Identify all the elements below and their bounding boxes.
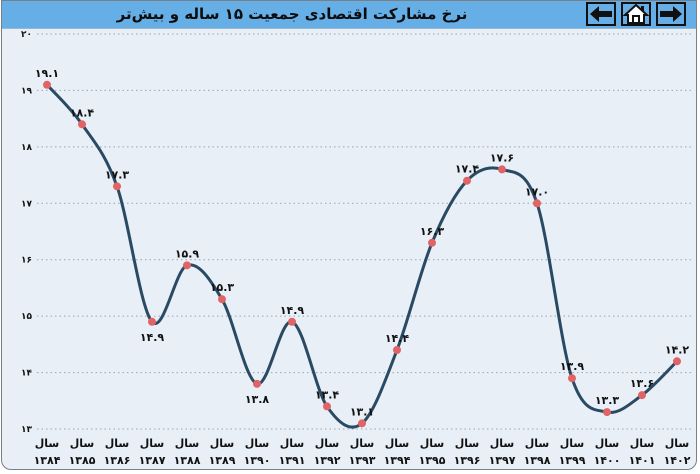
data-point-label: ۱۷.۶ [490, 151, 514, 164]
y-tick-label: ۲۰ [21, 30, 32, 40]
x-tick-label-year: ۱۳۹۳ [349, 454, 376, 467]
x-tick-label-word: سال [70, 437, 95, 450]
data-point-marker [673, 357, 681, 366]
x-tick-label-year: ۱۳۹۰ [244, 454, 271, 467]
data-point-label: ۱۷.۳ [105, 168, 130, 181]
x-tick-label-word: سال [630, 437, 655, 450]
data-point-marker [393, 346, 401, 354]
x-tick-label-year: ۱۴۰۱ [629, 454, 656, 467]
data-point-label: ۱۴.۴ [385, 332, 410, 345]
x-tick-label-word: سال [525, 437, 550, 450]
data-point-marker [603, 408, 611, 417]
data-point-label: ۱۴.۹ [280, 304, 305, 317]
chart-title: نرخ مشارکت اقتصادی جمعیت ۱۵ ساله و بیش‌ت… [116, 5, 468, 23]
x-tick-label-year: ۱۳۹۵ [419, 454, 446, 467]
data-point-marker [568, 374, 576, 383]
data-point-marker [218, 295, 226, 304]
x-tick-label-year: ۱۳۸۶ [104, 454, 131, 467]
forward-button[interactable] [656, 2, 686, 26]
data-point-label: ۱۴.۲ [665, 343, 690, 356]
data-point-marker [253, 379, 261, 388]
x-tick-label-word: سال [245, 437, 270, 450]
data-point-label: ۱۳.۴ [315, 388, 340, 401]
data-point-marker [113, 182, 121, 191]
data-point-label: ۱۵.۹ [175, 247, 200, 260]
y-tick-label: ۱۷ [21, 199, 32, 209]
data-point-label: ۱۳.۳ [595, 394, 620, 407]
x-tick-label-year: ۱۳۹۷ [489, 454, 516, 467]
series-line [45, 83, 679, 429]
data-point-marker [183, 261, 191, 270]
x-tick-label-word: سال [350, 437, 375, 450]
title-bar: نرخ مشارکت اقتصادی جمعیت ۱۵ ساله و بیش‌ت… [2, 1, 696, 29]
y-tick-label: ۱۸ [21, 143, 32, 153]
x-tick-label-year: ۱۴۰۲ [664, 454, 691, 467]
data-point-label: ۱۳.۸ [245, 393, 270, 406]
data-point-label: ۱۳.۱ [350, 405, 374, 418]
x-tick-label-year: ۱۳۸۷ [139, 454, 166, 467]
x-tick-label-word: سال [105, 437, 130, 450]
arrow-left-icon [590, 6, 612, 22]
data-point-label: ۱۸.۴ [70, 106, 95, 119]
data-point-marker [428, 238, 436, 247]
x-tick-label-word: سال [385, 437, 410, 450]
y-tick-label: ۱۳ [21, 425, 32, 435]
x-tick-label-year: ۱۴۰۰ [594, 454, 621, 467]
home-button[interactable] [621, 2, 651, 26]
data-point-label: ۱۴.۹ [140, 331, 165, 344]
data-point-marker [358, 419, 366, 428]
x-tick-label-year: ۱۳۸۵ [69, 454, 96, 467]
data-point-marker [533, 199, 541, 208]
data-point-label: ۱۶.۳ [420, 225, 445, 238]
home-icon [623, 4, 649, 24]
x-tick-label-word: سال [140, 437, 165, 450]
x-tick-label-year: ۱۳۹۲ [314, 454, 341, 467]
data-point-label: ۱۷.۰ [525, 185, 549, 198]
data-point-marker [638, 391, 646, 400]
x-tick-label-word: سال [490, 437, 515, 450]
x-tick-label-word: سال [175, 437, 200, 450]
data-point-label: ۱۷.۴ [455, 163, 480, 176]
x-tick-label-word: سال [595, 437, 620, 450]
data-point-marker [43, 80, 51, 89]
back-button[interactable] [586, 2, 616, 26]
x-tick-label-year: ۱۳۹۶ [454, 454, 481, 467]
x-tick-label-word: سال [210, 437, 235, 450]
data-point-label: ۱۳.۶ [630, 377, 654, 390]
data-point-marker [78, 120, 86, 129]
x-tick-label-word: سال [315, 437, 340, 450]
x-tick-label-year: ۱۳۸۴ [34, 454, 61, 467]
data-point-label: ۱۳.۹ [560, 360, 585, 373]
data-point-marker [148, 317, 156, 326]
x-tick-label-year: ۱۳۸۹ [209, 454, 236, 467]
data-point-marker [288, 317, 296, 326]
x-tick-label-year: ۱۳۹۱ [279, 454, 306, 467]
x-tick-label-word: سال [280, 437, 305, 450]
arrow-right-icon [660, 6, 682, 22]
x-tick-label-word: سال [420, 437, 445, 450]
x-tick-label-year: ۱۳۹۸ [524, 454, 551, 467]
x-tick-label-year: ۱۳۸۸ [174, 454, 201, 467]
y-tick-label: ۱۵ [21, 312, 32, 322]
data-point-marker [498, 165, 506, 174]
x-tick-label-word: سال [455, 437, 480, 450]
x-tick-label-year: ۱۳۹۹ [559, 454, 586, 467]
data-point-label: ۱۵.۳ [210, 281, 235, 294]
x-tick-label-word: سال [35, 437, 60, 450]
x-tick-label-word: سال [560, 437, 585, 450]
data-point-label: ۱۹.۱ [35, 67, 59, 80]
y-tick-label: ۱۶ [21, 256, 32, 266]
x-tick-label-word: سال [665, 437, 690, 450]
data-point-marker [463, 176, 471, 185]
y-tick-label: ۱۹ [21, 86, 32, 96]
x-tick-label-year: ۱۳۹۴ [384, 454, 411, 467]
data-point-marker [323, 402, 331, 411]
y-tick-label: ۱۴ [21, 369, 32, 379]
